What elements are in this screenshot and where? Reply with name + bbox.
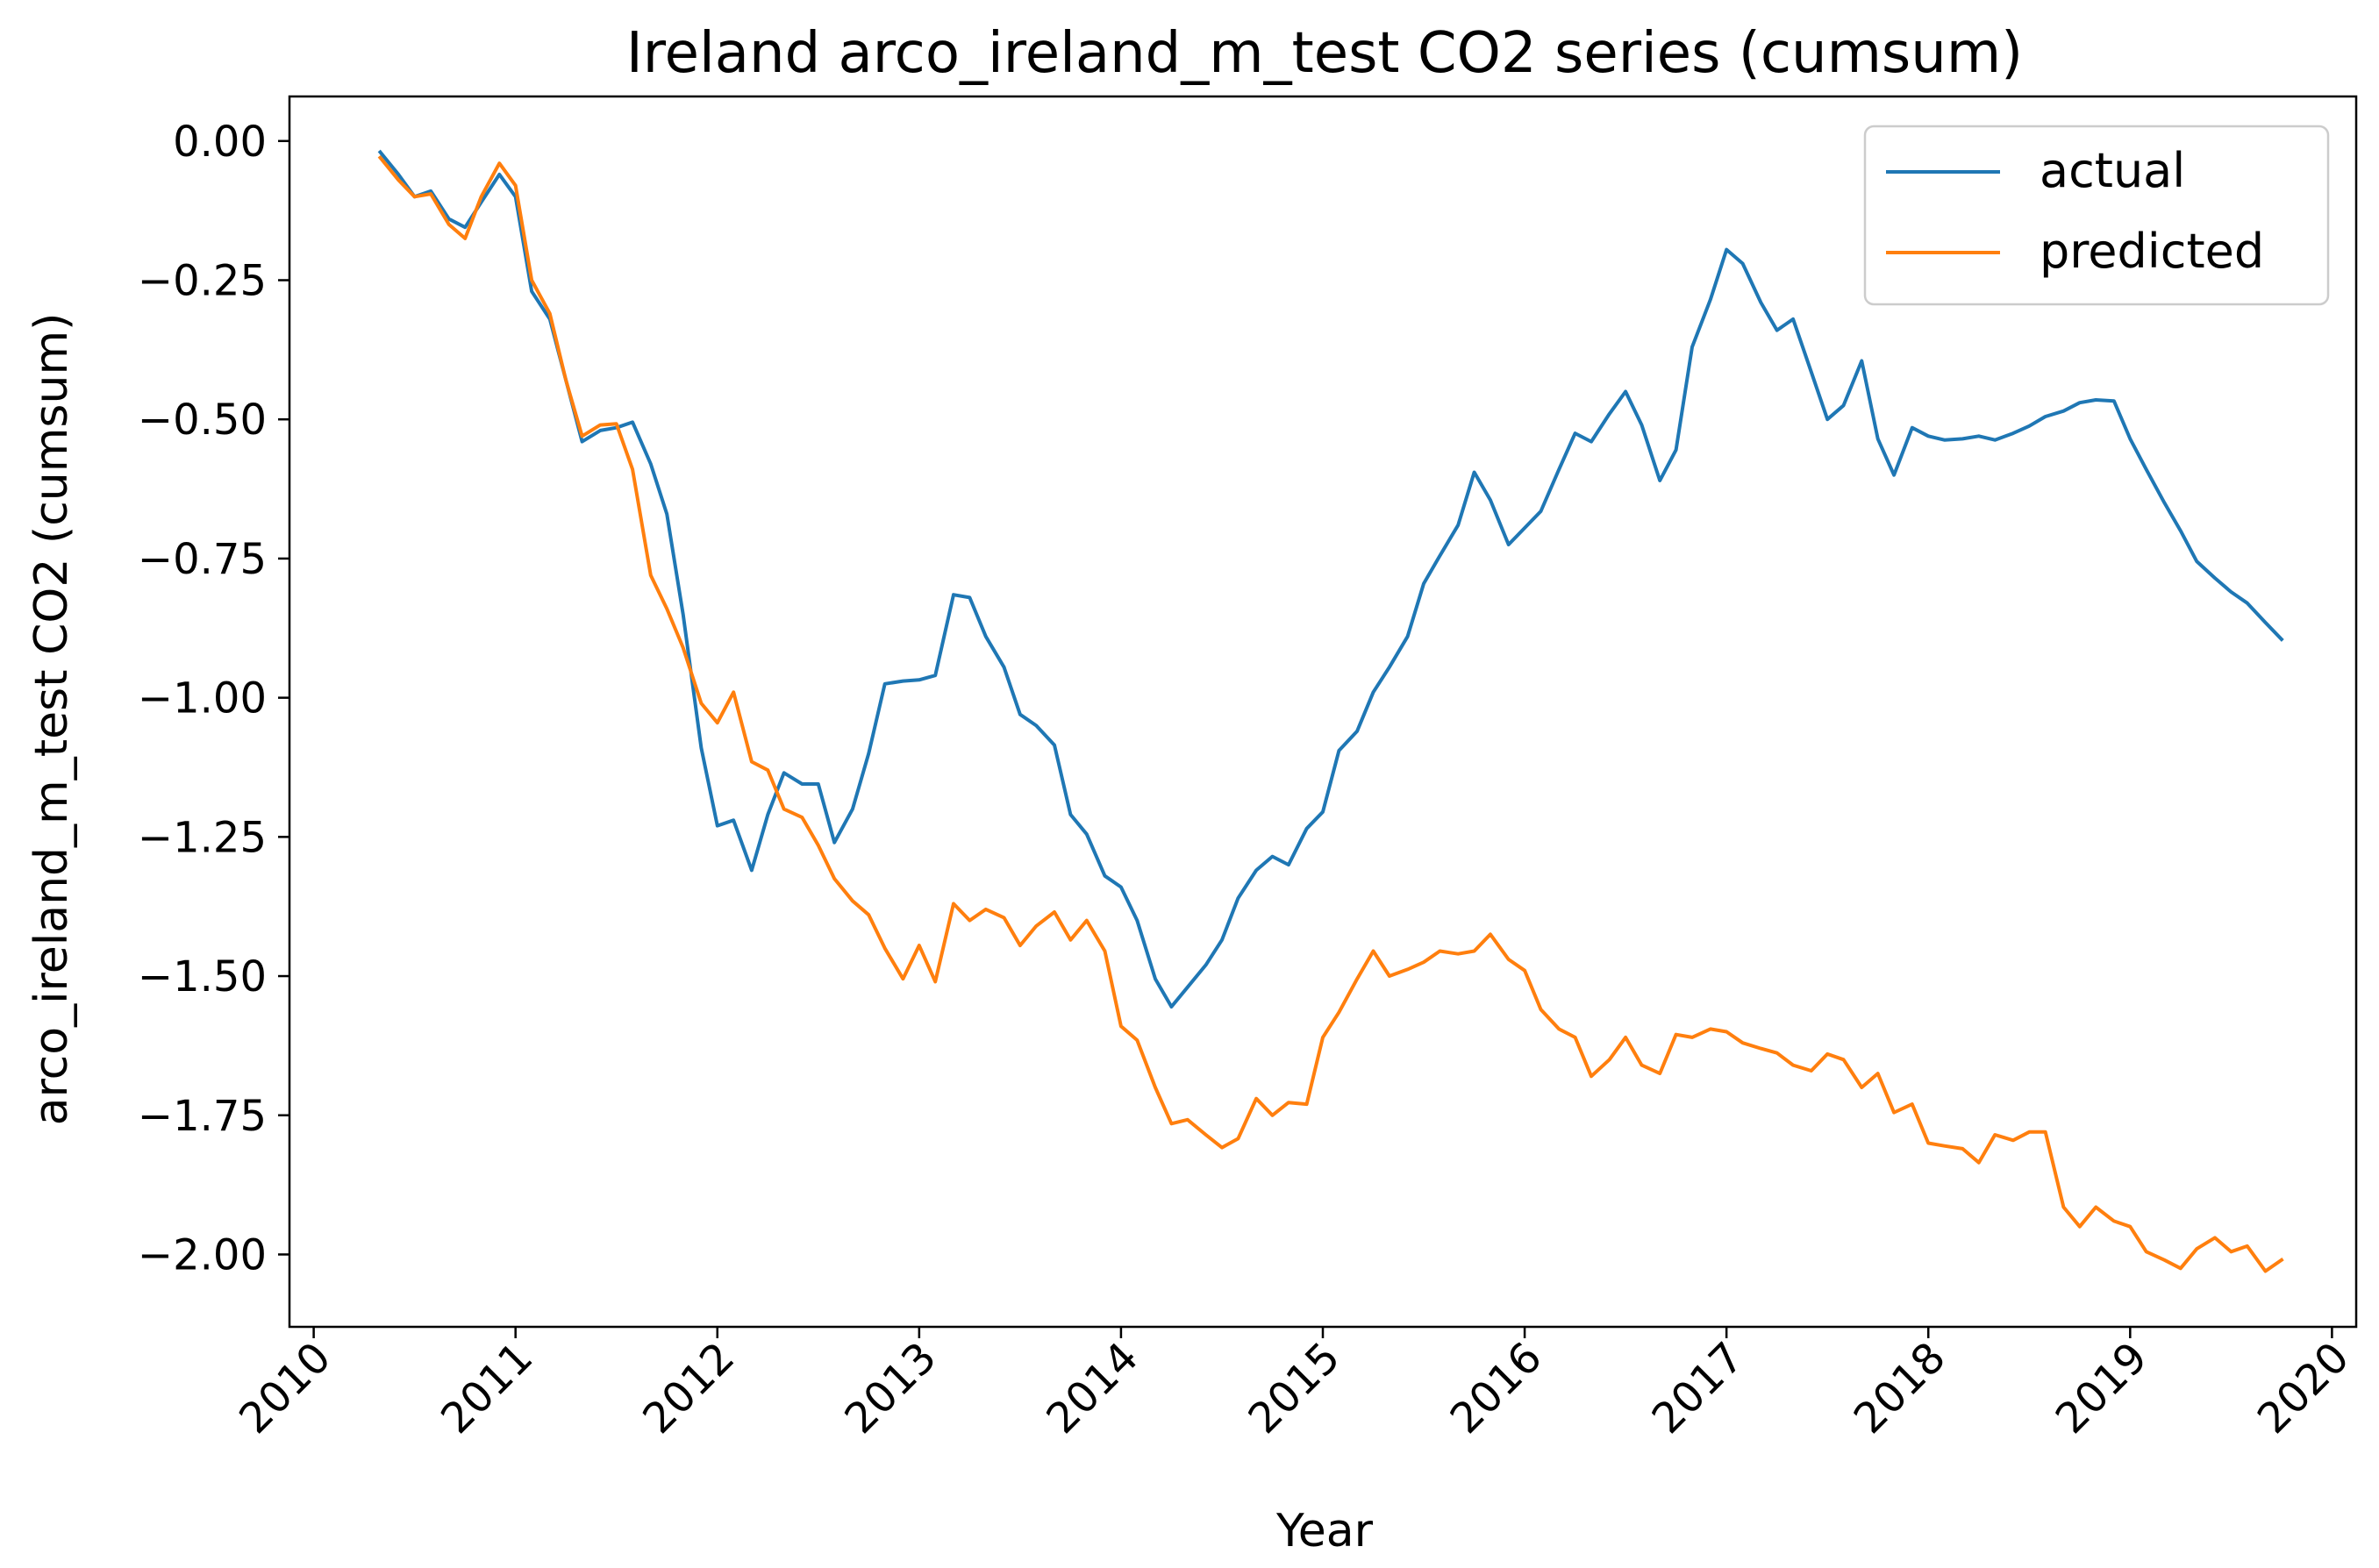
series-line-actual xyxy=(377,149,2284,1009)
chart-title: Ireland arco_ireland_m_test CO2 series (… xyxy=(626,21,2023,86)
y-tick-label: −0.25 xyxy=(138,256,267,305)
y-tick-label: −1.25 xyxy=(138,813,267,862)
x-tick-label: 2015 xyxy=(1240,1333,1350,1443)
legend: actual predicted xyxy=(1863,125,2330,306)
x-tick-label: 2010 xyxy=(230,1333,340,1443)
y-tick-label: −1.00 xyxy=(138,674,267,723)
series-line-predicted xyxy=(377,154,2284,1273)
plot-frame xyxy=(288,95,2358,1329)
y-tick-label: −0.75 xyxy=(138,535,267,584)
y-tick-label: −1.75 xyxy=(138,1092,267,1141)
x-axis-label: Year xyxy=(1275,1505,1374,1557)
y-tick-label: −2.00 xyxy=(138,1230,267,1279)
axis-ticks: 2010 2011 2012 2013 2014 2015 2016 2017 2018 2019… xyxy=(138,118,2359,1443)
y-axis-label: arco_ireland_m_test CO2 (cumsum) xyxy=(25,313,78,1126)
x-tick-label: 2016 xyxy=(1441,1333,1552,1443)
series-lines xyxy=(377,149,2284,1273)
x-tick-label: 2018 xyxy=(1845,1333,1955,1443)
x-tick-label: 2019 xyxy=(2047,1333,2157,1443)
x-tick-label: 2012 xyxy=(633,1333,744,1443)
legend-label-predicted: predicted xyxy=(2040,224,2264,279)
x-tick-label: 2020 xyxy=(2248,1333,2359,1443)
x-tick-label: 2013 xyxy=(835,1333,946,1443)
x-tick-label: 2011 xyxy=(432,1333,542,1443)
legend-label-actual: actual xyxy=(2040,143,2185,198)
y-tick-label: −0.50 xyxy=(138,396,267,445)
y-tick-label: 0.00 xyxy=(173,118,267,167)
x-tick-label: 2017 xyxy=(1643,1333,1754,1443)
y-tick-label: −1.50 xyxy=(138,952,267,1001)
x-tick-label: 2014 xyxy=(1037,1333,1147,1443)
